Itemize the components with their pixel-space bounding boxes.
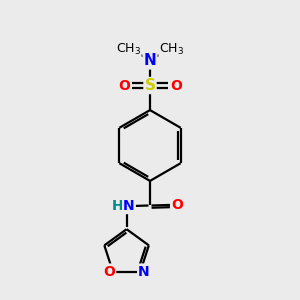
Text: H: H (112, 199, 123, 213)
Text: S: S (145, 78, 155, 93)
Text: O: O (170, 79, 182, 92)
Text: O: O (171, 198, 183, 212)
Text: N: N (138, 265, 150, 278)
Text: N: N (144, 53, 156, 68)
Text: O: O (118, 79, 130, 92)
Text: CH$_3$: CH$_3$ (116, 42, 141, 57)
Text: O: O (103, 265, 115, 278)
Text: N: N (123, 199, 135, 213)
Text: CH$_3$: CH$_3$ (159, 42, 184, 57)
